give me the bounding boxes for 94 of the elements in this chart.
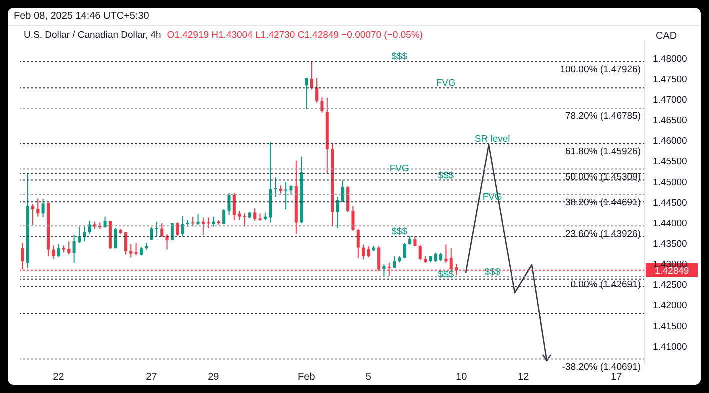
candlestick [310, 60, 314, 90]
y-tick-label: 1.46500 [653, 116, 688, 127]
candlestick [192, 216, 195, 228]
y-tick-label: 1.41000 [653, 342, 688, 353]
candlestick [222, 208, 226, 225]
ref-line-label: -38.20% (1.40691) [562, 362, 641, 373]
y-tick-label: 1.43500 [653, 239, 688, 250]
candlestick [408, 235, 412, 246]
candlestick [418, 244, 422, 262]
candlestick [341, 180, 344, 203]
ref-line-label: 100.00% (1.47926) [560, 64, 641, 76]
candlestick [444, 244, 448, 264]
candlestick [238, 210, 242, 221]
x-tick-label: Feb [298, 372, 316, 384]
y-tick-label: 1.48000 [653, 54, 688, 65]
candlestick [78, 226, 81, 244]
candlestick [232, 192, 236, 221]
candlestick [305, 78, 308, 110]
annotation: $$$ [438, 170, 455, 182]
candlestick [414, 236, 417, 248]
x-tick-label: 29 [208, 372, 220, 384]
annotation: $$$ [392, 226, 408, 238]
candlestick [320, 97, 324, 114]
chart-subtitle: Feb 08, 2025 14:46 UTC+5:30 [14, 11, 150, 22]
ref-line-label: 61.80% (1.45926) [565, 146, 641, 158]
y-tick-label: 1.45000 [653, 177, 688, 188]
candlestick [284, 182, 288, 210]
candlestick [72, 234, 76, 264]
candlestick [160, 222, 164, 238]
candlestick [42, 198, 45, 218]
candlestick [316, 78, 319, 104]
candlestick [207, 217, 210, 229]
y-axis-title: CAD [656, 31, 678, 42]
candlestick [367, 246, 370, 258]
annotation: SR level [474, 134, 510, 145]
y-tick-label: 1.45500 [653, 156, 688, 168]
candlestick [254, 208, 257, 222]
candlestick [150, 227, 154, 240]
ref-line-label: 38.20% (1.44691) [565, 197, 641, 208]
candlestick [134, 242, 138, 256]
y-tick-label: 1.44500 [653, 198, 688, 209]
candlestick [52, 245, 56, 260]
annotation: $$$ [438, 269, 455, 280]
candlestick [196, 214, 200, 226]
y-tick-label: 1.42500 [653, 280, 688, 292]
candlestick [352, 206, 355, 232]
ref-line-label: 78.20% (1.46785) [565, 111, 641, 122]
candlestick [130, 244, 133, 258]
candlestick [290, 185, 293, 196]
x-tick-label: 27 [146, 372, 158, 384]
y-tick-label: 1.47000 [653, 95, 688, 106]
candlestick [155, 221, 158, 238]
candlestick [83, 226, 86, 242]
candlestick [228, 192, 231, 216]
annotation: $$$ [392, 52, 408, 63]
ref-line-label: 23.60% (1.43926) [565, 228, 641, 240]
candlestick [181, 216, 184, 238]
candlestick [382, 264, 386, 277]
candlestick [356, 228, 360, 259]
candlestick [114, 228, 118, 250]
candlestick [57, 244, 60, 258]
candlestick [176, 222, 180, 236]
candlestick [202, 217, 205, 236]
candlestick [336, 196, 340, 229]
candlestick [21, 242, 24, 270]
candlestick [393, 256, 396, 268]
annotation: O1.42919 H1.43004 L1.42730 C1.42849 −0.00070 (−0.05%) [167, 30, 423, 41]
candlestick [36, 198, 40, 218]
candlestick [212, 216, 216, 228]
candlestick [31, 204, 34, 226]
y-tick-label: 1.41500 [653, 321, 688, 332]
y-tick-label: 1.46000 [653, 136, 688, 148]
candlestick [403, 242, 406, 259]
annotation: FVG [436, 78, 456, 90]
y-tick-label: 1.47500 [653, 74, 688, 86]
candlestick [124, 232, 128, 256]
candlestick [434, 252, 438, 263]
ref-line-label: 0.00% (1.42691) [570, 280, 641, 291]
annotation: $$$ [484, 266, 502, 278]
y-tick-label: 1.44000 [653, 218, 688, 230]
candlestick [274, 176, 278, 198]
candlestick [362, 244, 366, 260]
annotation: FVG [390, 164, 410, 175]
x-tick-label: 22 [53, 372, 65, 384]
ref-line-label: 50.00% (1.45309) [565, 172, 641, 183]
x-tick-label: 5 [366, 372, 372, 384]
candlestick [88, 220, 92, 235]
x-tick-label: 17 [611, 372, 623, 384]
candlestick [68, 241, 71, 256]
candlestick [243, 213, 246, 228]
x-tick-label: 12 [518, 372, 530, 384]
y-tick-label: 1.42000 [653, 300, 688, 312]
x-tick-label: 10 [456, 372, 468, 384]
chart-title: U.S. Dollar / Canadian Dollar, 4h [24, 30, 162, 41]
